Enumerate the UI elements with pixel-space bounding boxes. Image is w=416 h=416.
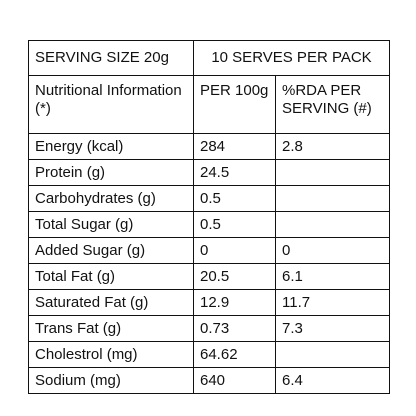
nutrient-value (274, 159, 391, 186)
nutrient-value: 6.1 (274, 263, 391, 290)
nutrient-name: Carbohydrates (g) (28, 185, 194, 212)
nutrient-name: Trans Fat (g) (28, 315, 194, 342)
nutrition-table: SERVING SIZE 20g 10 SERVES PER PACK Nutr… (28, 40, 391, 394)
nutrient-value: 0.5 (193, 185, 276, 212)
nutrient-row: Protein (g) 24.5 (28, 159, 391, 186)
nutrient-row: Total Fat (g) 20.5 6.1 (28, 263, 391, 290)
nutrient-name: Energy (kcal) (28, 133, 194, 160)
nutrient-name: Total Sugar (g) (28, 211, 194, 238)
nutrient-value (274, 211, 391, 238)
nutrient-value: 0 (193, 237, 276, 264)
nutrient-name: Added Sugar (g) (28, 237, 194, 264)
nutrient-value: 12.9 (193, 289, 276, 316)
nutrient-row: Trans Fat (g) 0.73 7.3 (28, 315, 391, 342)
nutrient-row: Cholestrol (mg) 64.62 (28, 341, 391, 368)
nutrient-name: Protein (g) (28, 159, 194, 186)
nutrient-name: Sodium (mg) (28, 367, 194, 394)
nutrient-row: Added Sugar (g) 0 0 (28, 237, 391, 264)
nutrient-name: Cholestrol (mg) (28, 341, 194, 368)
nutrient-value (274, 341, 391, 368)
nutrient-row: Carbohydrates (g) 0.5 (28, 185, 391, 212)
nutrient-value: 2.8 (274, 133, 391, 160)
nutrient-row: Total Sugar (g) 0.5 (28, 211, 391, 238)
table-body: SERVING SIZE 20g 10 SERVES PER PACK Nutr… (28, 40, 391, 394)
nutrient-name: Total Fat (g) (28, 263, 194, 290)
nutrient-value: 640 (193, 367, 276, 394)
nutrient-value: 11.7 (274, 289, 391, 316)
column-header: %RDA PER SERVING (#) (274, 75, 391, 134)
nutrient-value: 0.5 (193, 211, 276, 238)
nutrient-row: Sodium (mg) 640 6.4 (28, 367, 391, 394)
nutrient-value: 24.5 (193, 159, 276, 186)
serves-per-pack: 10 SERVES PER PACK (192, 40, 391, 76)
nutrient-row: Energy (kcal) 284 2.8 (28, 133, 391, 160)
nutrient-name: Saturated Fat (g) (28, 289, 194, 316)
column-header-row: Nutritional Information (*) PER 100g %RDA … (28, 75, 391, 134)
column-header: PER 100g (193, 75, 276, 134)
header-row: SERVING SIZE 20g 10 SERVES PER PACK (28, 40, 391, 76)
nutrient-row: Saturated Fat (g) 12.9 11.7 (28, 289, 391, 316)
nutrient-value: 64.62 (193, 341, 276, 368)
nutrient-value: 0 (274, 237, 391, 264)
nutrient-value: 20.5 (193, 263, 276, 290)
nutrient-value (274, 185, 391, 212)
column-header: Nutritional Information (*) (28, 75, 194, 134)
nutrient-value: 6.4 (274, 367, 391, 394)
nutrient-value: 284 (193, 133, 276, 160)
nutrient-value: 0.73 (193, 315, 276, 342)
serving-size: SERVING SIZE 20g (28, 40, 194, 76)
nutrient-value: 7.3 (274, 315, 391, 342)
